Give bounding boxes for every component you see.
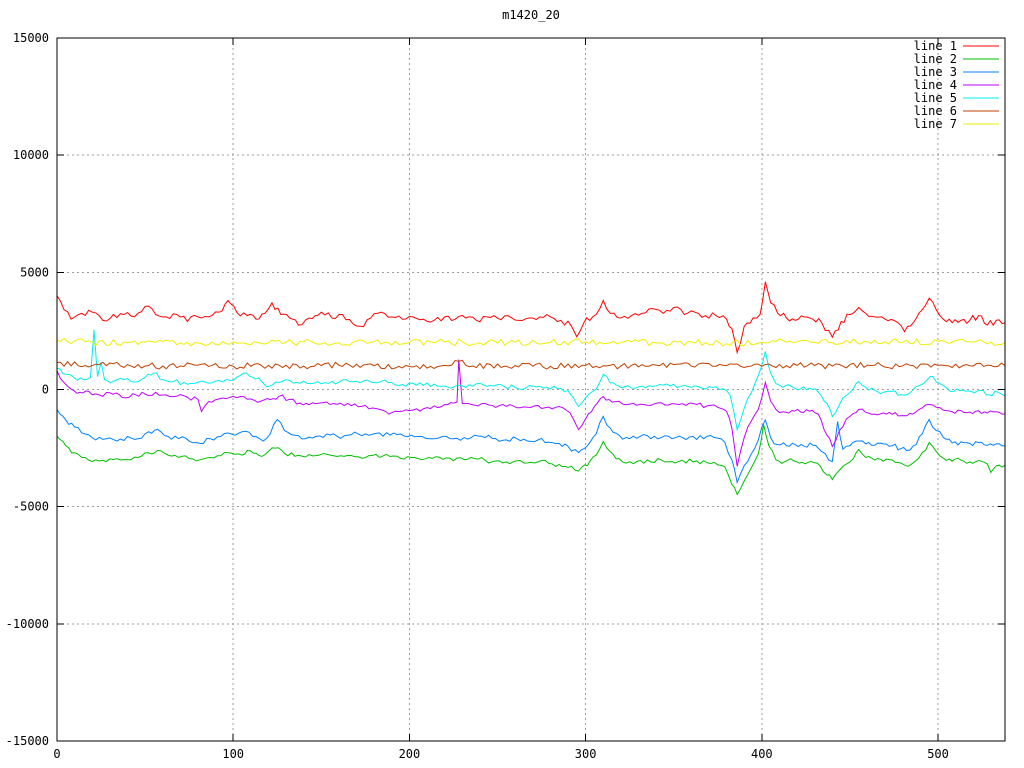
y-tick-label: 15000 — [13, 31, 49, 45]
legend-label: line 5 — [914, 91, 957, 105]
y-tick-label: -10000 — [6, 617, 49, 631]
data-series — [57, 281, 1005, 496]
tick-labels: 0 100 200 300 400 500 -15000 -10000 -5000 0 5000 10… — [6, 31, 949, 761]
legend-label: line 7 — [914, 117, 957, 131]
legend-label: line 2 — [914, 52, 957, 66]
series-line-4 — [57, 359, 1005, 467]
series-line-5 — [57, 329, 1005, 432]
series-line-2 — [57, 424, 1005, 496]
series-line-7 — [57, 337, 1005, 347]
legend-label: line 6 — [914, 104, 957, 118]
x-tick-label: 100 — [222, 747, 244, 761]
y-tick-label: -5000 — [13, 500, 49, 514]
y-tick-label: 5000 — [20, 265, 49, 279]
series-line-6 — [57, 359, 1005, 370]
legend-label: line 4 — [914, 78, 957, 92]
x-tick-label: 500 — [927, 747, 949, 761]
x-tick-label: 300 — [575, 747, 597, 761]
legend-label: line 3 — [914, 65, 957, 79]
y-tick-label: 0 — [42, 383, 49, 397]
axes — [56, 37, 1006, 742]
x-tick-label: 0 — [53, 747, 60, 761]
legend-label: line 1 — [914, 39, 957, 53]
chart-title: m1420_20 — [502, 8, 560, 22]
series-line-1 — [57, 281, 1005, 355]
series-line-3 — [57, 409, 1005, 485]
y-tick-label: -15000 — [6, 734, 49, 748]
grid-lines — [56, 37, 1005, 742]
y-tick-label: 10000 — [13, 148, 49, 162]
x-tick-label: 400 — [751, 747, 773, 761]
x-tick-label: 200 — [399, 747, 421, 761]
